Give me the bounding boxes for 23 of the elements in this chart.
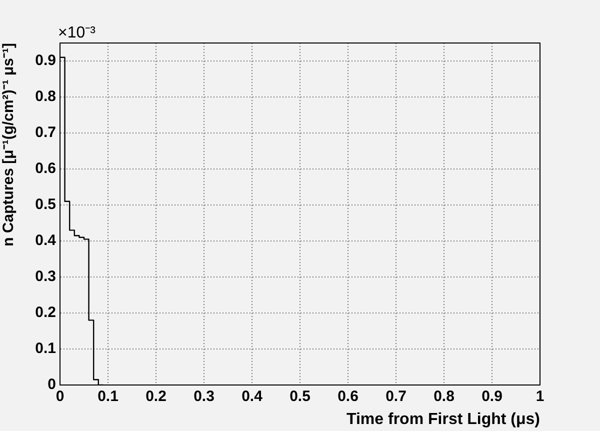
y-tick-label: 0.6 bbox=[35, 160, 56, 178]
x-tick-label: 0.9 bbox=[482, 388, 502, 406]
y-tick-label: 0 bbox=[48, 376, 56, 394]
x-tick-label: 0.7 bbox=[386, 388, 406, 406]
y-tick-label: 0.5 bbox=[35, 196, 56, 214]
x-tick-label: 0.6 bbox=[338, 388, 358, 406]
y-tick-label: 0.4 bbox=[35, 232, 57, 250]
y-tick-label: 0.8 bbox=[35, 88, 56, 106]
y-axis-title: n Captures [μ⁻¹(g/cm²)⁻¹ μs⁻¹] bbox=[0, 43, 18, 246]
x-tick-label: 0.4 bbox=[242, 388, 264, 406]
text: ×10⁻³ bbox=[58, 24, 96, 42]
x-tick-label: 0.1 bbox=[98, 388, 118, 406]
y-tick-label: 0.9 bbox=[35, 52, 56, 70]
x-tick-label: 0.3 bbox=[194, 388, 214, 406]
y-tick-label: 0.7 bbox=[35, 124, 56, 142]
x-tick-label: 0.5 bbox=[290, 388, 310, 406]
y-tick-label: 0.3 bbox=[35, 268, 56, 286]
x-tick-label: 0.8 bbox=[434, 388, 454, 406]
y-tick-label: 0.1 bbox=[35, 340, 56, 358]
x-axis-title: Time from First Light (μs) bbox=[346, 410, 540, 428]
x-tick-label: 1 bbox=[536, 388, 544, 406]
x-tick-label: 0.2 bbox=[146, 388, 166, 406]
y-tick-label: 0.2 bbox=[35, 304, 56, 322]
